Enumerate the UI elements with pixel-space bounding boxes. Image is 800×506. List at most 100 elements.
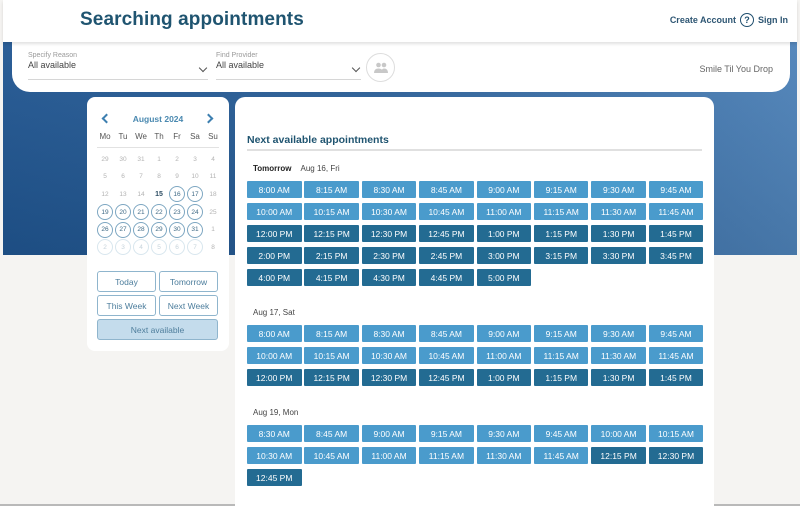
time-slot-button[interactable]: 2:00 PM <box>247 247 302 264</box>
calendar-day[interactable]: 28 <box>133 221 149 238</box>
calendar-day[interactable]: 21 <box>133 204 149 221</box>
tomorrow-button[interactable]: Tomorrow <box>159 271 218 292</box>
time-slot-button[interactable]: 9:45 AM <box>533 425 589 442</box>
calendar-day[interactable]: 27 <box>115 221 131 238</box>
calendar-day[interactable]: 19 <box>97 204 113 221</box>
time-slot-button[interactable]: 12:15 PM <box>304 225 359 242</box>
time-slot-button[interactable]: 3:30 PM <box>591 247 646 264</box>
calendar-day[interactable]: 5 <box>151 239 167 256</box>
time-slot-button[interactable]: 8:15 AM <box>304 325 359 342</box>
calendar-day[interactable]: 26 <box>97 221 113 238</box>
calendar-day[interactable]: 2 <box>97 239 113 256</box>
time-slot-button[interactable]: 12:00 PM <box>247 369 302 386</box>
next-week-button[interactable]: Next Week <box>159 295 218 316</box>
time-slot-button[interactable]: 8:30 AM <box>361 325 417 342</box>
time-slot-button[interactable]: 4:30 PM <box>361 269 417 286</box>
provider-select[interactable]: Find Provider All available <box>216 52 361 80</box>
time-slot-button[interactable]: 9:00 AM <box>476 325 532 342</box>
time-slot-button[interactable]: 9:30 AM <box>591 325 646 342</box>
calendar-day[interactable]: 17 <box>187 186 203 203</box>
time-slot-button[interactable]: 9:15 AM <box>533 181 589 198</box>
time-slot-button[interactable]: 10:00 AM <box>247 347 302 364</box>
calendar-day[interactable]: 23 <box>169 204 185 221</box>
calendar-day[interactable]: 22 <box>151 204 167 221</box>
time-slot-button[interactable]: 1:00 PM <box>476 225 532 242</box>
time-slot-button[interactable]: 9:15 AM <box>419 425 474 442</box>
calendar-day[interactable]: 20 <box>115 204 131 221</box>
next-available-button[interactable]: Next available <box>97 319 218 340</box>
calendar-day[interactable]: 30 <box>169 221 185 238</box>
this-week-button[interactable]: This Week <box>97 295 156 316</box>
time-slot-button[interactable]: 10:45 AM <box>419 203 474 220</box>
time-slot-button[interactable]: 11:30 AM <box>476 447 532 464</box>
time-slot-button[interactable]: 11:30 AM <box>591 203 646 220</box>
time-slot-button[interactable]: 9:45 AM <box>648 325 704 342</box>
time-slot-button[interactable]: 12:45 PM <box>419 369 474 386</box>
chevron-right-icon[interactable] <box>203 112 217 126</box>
time-slot-button[interactable]: 2:15 PM <box>304 247 359 264</box>
time-slot-button[interactable]: 11:30 AM <box>591 347 646 364</box>
time-slot-button[interactable]: 11:15 AM <box>419 447 474 464</box>
time-slot-button[interactable]: 1:30 PM <box>591 369 646 386</box>
time-slot-button[interactable]: 9:15 AM <box>533 325 589 342</box>
time-slot-button[interactable]: 12:15 PM <box>304 369 359 386</box>
create-account-link[interactable]: Create Account <box>669 15 736 25</box>
time-slot-button[interactable]: 3:15 PM <box>533 247 589 264</box>
time-slot-button[interactable]: 11:00 AM <box>476 347 532 364</box>
time-slot-button[interactable]: 1:45 PM <box>648 225 704 242</box>
time-slot-button[interactable]: 1:45 PM <box>648 369 704 386</box>
time-slot-button[interactable]: 9:45 AM <box>648 181 704 198</box>
calendar-day[interactable]: 4 <box>133 239 149 256</box>
time-slot-button[interactable]: 8:00 AM <box>247 181 302 198</box>
provider-group-button[interactable] <box>366 53 395 82</box>
time-slot-button[interactable]: 2:45 PM <box>419 247 474 264</box>
time-slot-button[interactable]: 12:30 PM <box>361 225 417 242</box>
time-slot-button[interactable]: 10:30 AM <box>247 447 302 464</box>
time-slot-button[interactable]: 10:00 AM <box>247 203 302 220</box>
time-slot-button[interactable]: 12:45 PM <box>247 469 302 486</box>
calendar-day[interactable]: 3 <box>115 239 131 256</box>
time-slot-button[interactable]: 12:00 PM <box>247 225 302 242</box>
time-slot-button[interactable]: 3:45 PM <box>648 247 704 264</box>
time-slot-button[interactable]: 8:00 AM <box>247 325 302 342</box>
time-slot-button[interactable]: 11:00 AM <box>361 447 417 464</box>
help-icon[interactable]: ? <box>740 13 754 27</box>
time-slot-button[interactable]: 1:15 PM <box>533 225 589 242</box>
time-slot-button[interactable]: 12:30 PM <box>361 369 417 386</box>
time-slot-button[interactable]: 11:15 AM <box>533 203 589 220</box>
time-slot-button[interactable]: 3:00 PM <box>476 247 532 264</box>
calendar-day[interactable]: 16 <box>169 186 185 203</box>
time-slot-button[interactable]: 12:30 PM <box>648 447 704 464</box>
time-slot-button[interactable]: 8:45 AM <box>304 425 359 442</box>
time-slot-button[interactable]: 4:15 PM <box>304 269 359 286</box>
calendar-day[interactable]: 24 <box>187 204 203 221</box>
time-slot-button[interactable]: 9:00 AM <box>361 425 417 442</box>
time-slot-button[interactable]: 12:45 PM <box>419 225 474 242</box>
time-slot-button[interactable]: 10:30 AM <box>361 203 417 220</box>
time-slot-button[interactable]: 8:30 AM <box>247 425 302 442</box>
time-slot-button[interactable]: 1:30 PM <box>591 225 646 242</box>
time-slot-button[interactable]: 11:00 AM <box>476 203 532 220</box>
today-button[interactable]: Today <box>97 271 156 292</box>
time-slot-button[interactable]: 1:00 PM <box>476 369 532 386</box>
reason-select[interactable]: Specify Reason All available <box>28 52 208 80</box>
time-slot-button[interactable]: 1:15 PM <box>533 369 589 386</box>
time-slot-button[interactable]: 10:45 AM <box>419 347 474 364</box>
time-slot-button[interactable]: 10:45 AM <box>304 447 359 464</box>
time-slot-button[interactable]: 9:30 AM <box>591 181 646 198</box>
time-slot-button[interactable]: 4:00 PM <box>247 269 302 286</box>
time-slot-button[interactable]: 12:15 PM <box>591 447 646 464</box>
time-slot-button[interactable]: 10:15 AM <box>648 425 704 442</box>
time-slot-button[interactable]: 11:45 AM <box>533 447 589 464</box>
calendar-day[interactable]: 7 <box>187 239 203 256</box>
calendar-day[interactable]: 31 <box>187 221 203 238</box>
time-slot-button[interactable]: 8:45 AM <box>419 181 474 198</box>
time-slot-button[interactable]: 8:15 AM <box>304 181 359 198</box>
time-slot-button[interactable]: 10:30 AM <box>361 347 417 364</box>
calendar-day[interactable]: 6 <box>169 239 185 256</box>
time-slot-button[interactable]: 9:00 AM <box>476 181 532 198</box>
time-slot-button[interactable]: 4:45 PM <box>419 269 474 286</box>
time-slot-button[interactable]: 9:30 AM <box>476 425 532 442</box>
time-slot-button[interactable]: 5:00 PM <box>476 269 532 286</box>
time-slot-button[interactable]: 8:30 AM <box>361 181 417 198</box>
